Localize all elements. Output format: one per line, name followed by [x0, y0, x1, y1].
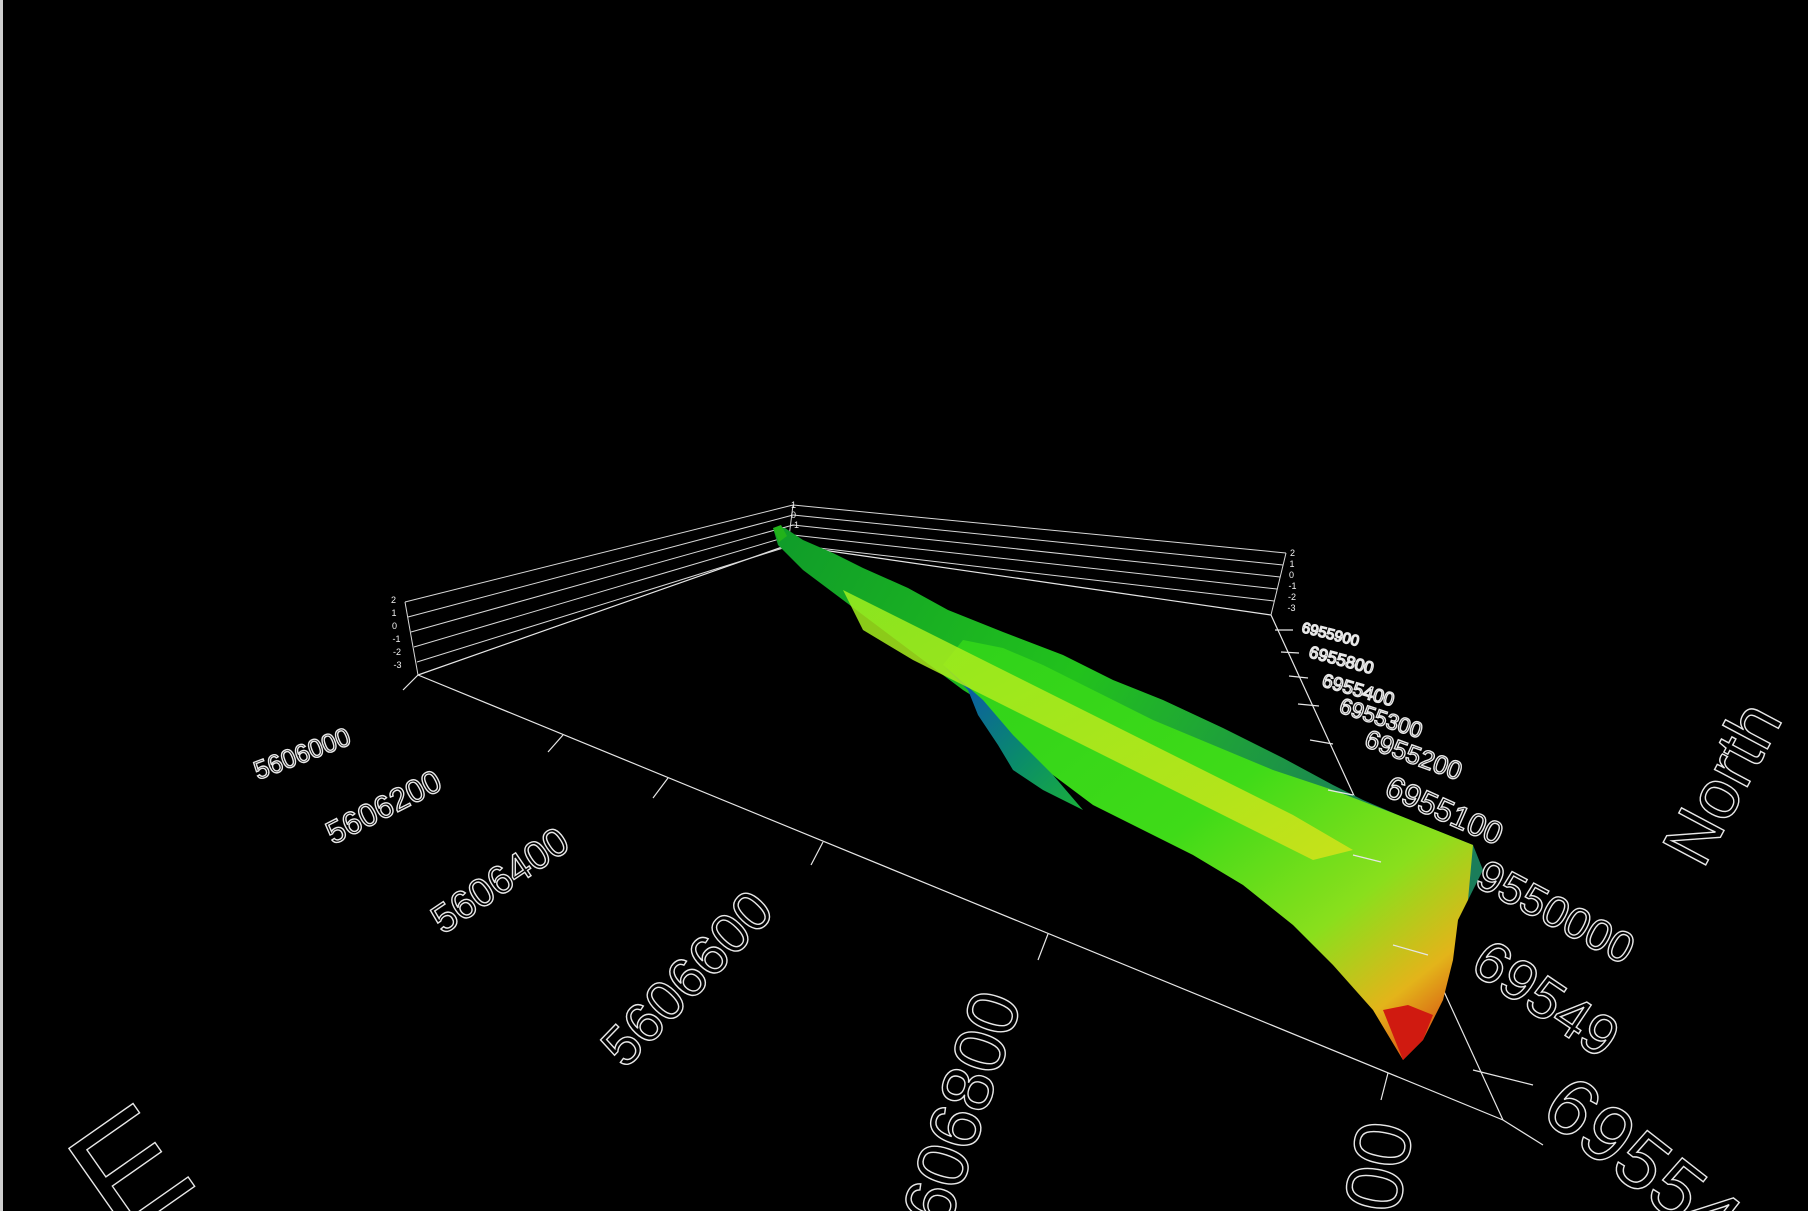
vertical-tick-label: 1 — [1290, 559, 1295, 569]
tick-mark — [1309, 739, 1334, 745]
vertical-axis-back-ticks: 10-1 — [791, 500, 799, 530]
vertical-tick-label: -2 — [393, 647, 401, 657]
left-wall-grid — [404, 504, 794, 676]
floor-right-extension — [1502, 1119, 1544, 1146]
grid-line — [407, 514, 794, 618]
vertical-tick-label: -3 — [394, 660, 402, 670]
east-tick-label: 5606000 — [249, 721, 354, 785]
floor-far-right — [1472, 1069, 1534, 1086]
tick-mark — [652, 777, 669, 799]
north-tick-label: 69554 — [1528, 1058, 1758, 1211]
tick-mark — [402, 674, 419, 691]
north-tick-marks — [1275, 629, 1429, 956]
vertical-axis-right-ticks: 210-1-2-3 — [1288, 548, 1297, 613]
grid-line — [792, 504, 1287, 554]
vertical-tick-label: -3 — [1288, 603, 1296, 613]
north-tick-label: 6955900 — [1300, 619, 1361, 650]
east-tick-label: 5606400 — [423, 819, 577, 943]
floor-left-edge — [417, 544, 789, 676]
surface-mesh — [773, 525, 1483, 1060]
north-tick-label: 6955800 — [1307, 643, 1376, 678]
surface-red-tip — [1383, 1005, 1433, 1060]
vertical-tick-label: 1 — [392, 608, 397, 618]
east-tick-label: 606800 — [887, 982, 1037, 1211]
tick-mark — [1297, 703, 1320, 707]
vertical-tick-label: -1 — [1289, 581, 1297, 591]
grid-line — [792, 544, 1275, 602]
north-axis-label: North — [1647, 689, 1796, 877]
vertical-tick-label: -2 — [1288, 592, 1296, 602]
east-axis-label: E — [40, 1071, 218, 1211]
vertical-tick-label: 1 — [791, 500, 796, 510]
grid-line — [792, 534, 1278, 590]
vertical-tick-label: 2 — [391, 595, 396, 605]
grid-line — [413, 534, 794, 648]
vertical-tick-label: 2 — [1290, 548, 1295, 558]
floor-back-edge — [787, 544, 1272, 616]
grid-line — [1270, 552, 1287, 616]
east-axis-line — [417, 674, 1504, 1121]
grid-line — [416, 544, 794, 663]
east-tick-label: 5606600 — [588, 878, 785, 1079]
grid-line — [792, 524, 1281, 578]
surface-blue-fold — [943, 665, 1083, 810]
tick-mark — [1392, 944, 1429, 956]
tick-mark — [1327, 789, 1354, 796]
tick-mark — [547, 734, 564, 753]
vertical-tick-label: 0 — [1289, 570, 1294, 580]
surface-3d-plot[interactable]: 210-1-2-3 210-1-2-3 10-1 5606000 5606200… — [3, 0, 1808, 1211]
grid-line — [404, 601, 419, 676]
east-tick-marks — [402, 674, 1389, 1101]
vertical-tick-label: -1 — [791, 520, 799, 530]
surface-main-sheet — [943, 640, 1473, 1060]
vertical-tick-label: 0 — [791, 510, 796, 520]
grid-line — [404, 504, 794, 603]
vertical-tick-label: -1 — [393, 634, 401, 644]
surface-ridge — [843, 590, 1353, 860]
surface-spike — [773, 525, 787, 542]
tick-mark — [1037, 933, 1049, 961]
tick-mark — [1288, 675, 1309, 679]
east-tick-label: 5606200 — [320, 763, 447, 852]
vertical-tick-label: 0 — [392, 621, 397, 631]
east-tick-label: 00 — [1327, 1115, 1430, 1211]
grid-line — [410, 524, 794, 633]
tick-mark — [1352, 854, 1382, 863]
tick-mark — [1280, 651, 1300, 654]
tick-mark — [810, 841, 824, 866]
right-wall-grid — [787, 504, 1287, 616]
tick-mark — [1380, 1072, 1389, 1101]
vertical-axis-left-ticks: 2 1 0 -1 -2 -3 — [391, 595, 402, 670]
grid-line — [792, 514, 1284, 566]
